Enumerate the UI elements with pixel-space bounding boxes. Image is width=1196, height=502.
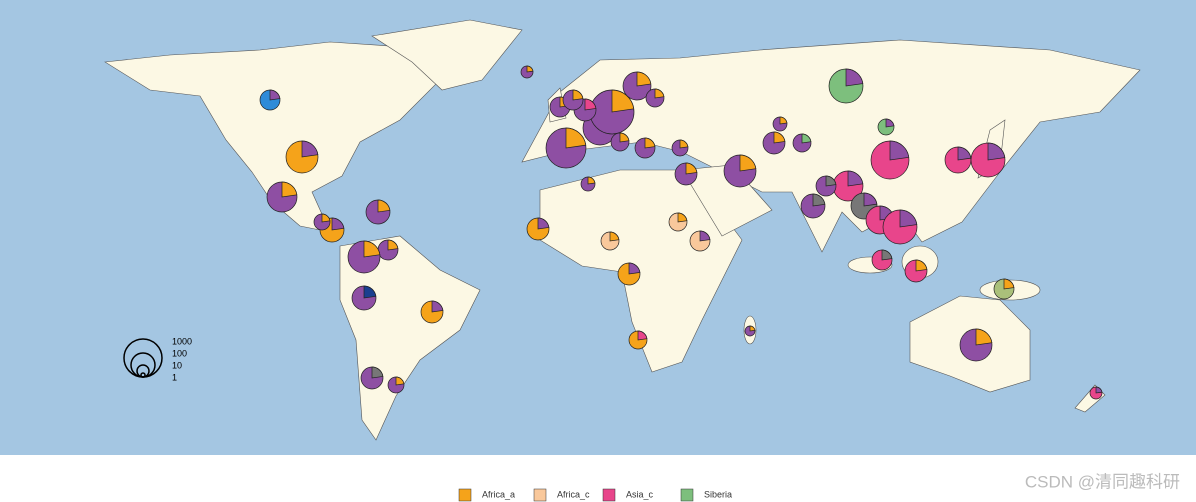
pie-slice [749, 325, 756, 332]
pie-slice [526, 65, 534, 73]
pie-slice [537, 217, 550, 230]
pie-slice [699, 230, 711, 242]
pie-slice [572, 89, 584, 101]
pie-slice [628, 262, 641, 275]
pie-slice [619, 132, 630, 143]
pie-slice [584, 98, 597, 111]
pie-slice [685, 162, 698, 175]
pie-slice [587, 176, 596, 185]
pie-slice [987, 142, 1006, 161]
legend-label: Asia_c [626, 489, 654, 499]
legend-label: Africa_a [482, 489, 515, 499]
size-legend: 1000 100 10 1 [123, 336, 192, 382]
size-legend-label: 100 [172, 348, 187, 358]
pie-slice [899, 209, 918, 228]
land [104, 19, 1141, 441]
pie-slice [331, 217, 345, 231]
pie-slice [644, 137, 656, 149]
pie-slice [654, 88, 665, 99]
legend-swatch [458, 488, 472, 502]
legend-label: Africa_c [557, 489, 590, 499]
pie-slice [395, 376, 405, 386]
pie-slice [679, 139, 689, 149]
pie-slice [885, 118, 895, 128]
size-legend-label: 10 [172, 360, 182, 370]
pie-slice [812, 193, 826, 207]
pie-slice [363, 240, 381, 258]
pie-slice [609, 231, 620, 242]
size-legend-circle [140, 372, 146, 378]
pie-slice [739, 154, 757, 172]
legend-swatch [602, 488, 616, 502]
pie-slice [863, 192, 878, 207]
north-america [104, 41, 439, 233]
size-legend-label: 1 [172, 372, 177, 382]
pie-slice [301, 140, 319, 158]
size-legend-label: 1000 [172, 336, 192, 346]
pie-slice [269, 89, 281, 101]
pie-slice [387, 239, 399, 251]
pie-slice [801, 133, 812, 144]
pie-slice [881, 249, 893, 261]
pie-slice [565, 127, 587, 149]
pie-slice [431, 300, 444, 313]
legend-label: Siberia [704, 489, 732, 499]
pie-slice [636, 71, 652, 87]
pie-slice [377, 199, 391, 213]
pie-slice [321, 213, 331, 223]
pie-slice [845, 68, 864, 87]
pie-slice [371, 366, 384, 379]
pie-slice [1003, 278, 1015, 290]
greenland [371, 19, 523, 91]
legend-swatch [533, 488, 547, 502]
legend: Africa_a Africa_c Asia_c Siberia [458, 488, 732, 502]
south-america [339, 235, 481, 441]
pie-slice [1095, 386, 1103, 394]
pie-slice [825, 175, 837, 187]
pie-markers [259, 65, 1103, 400]
pie-slice [915, 259, 928, 272]
pie-slice [779, 116, 788, 125]
watermark: CSDN @清同趣科研 [1025, 472, 1180, 491]
legend-swatch [680, 488, 694, 502]
pie-slice [637, 330, 648, 341]
pie-slice [363, 285, 377, 299]
pie-slice [889, 140, 910, 161]
arabia [681, 164, 773, 237]
pie-slice [773, 131, 786, 144]
pie-slice [975, 328, 993, 346]
pie-slice [281, 181, 298, 198]
pie-slice [677, 212, 688, 223]
pie-slice [847, 170, 864, 187]
